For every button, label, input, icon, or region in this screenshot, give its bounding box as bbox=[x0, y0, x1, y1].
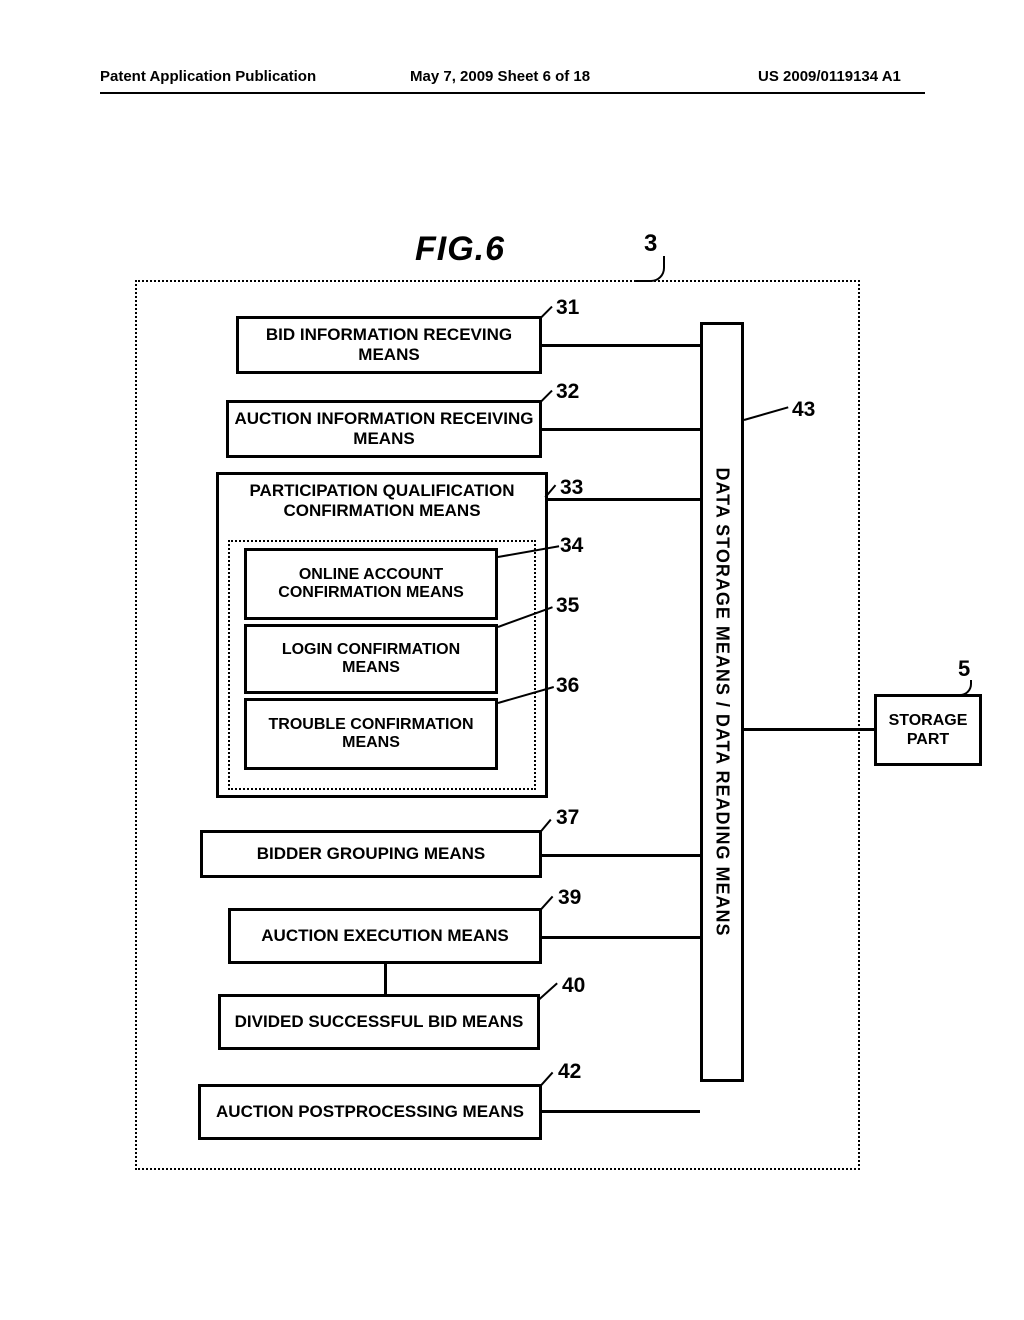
ref-label-36: 36 bbox=[556, 674, 579, 698]
auction-execution-label: AUCTION EXECUTION MEANS bbox=[261, 926, 508, 946]
ref-label-3: 3 bbox=[644, 230, 657, 258]
bid-info-receiving-label: BID INFORMATION RECEVING MEANS bbox=[243, 325, 535, 364]
bidder-grouping-label: BIDDER GROUPING MEANS bbox=[257, 844, 486, 864]
ref-label-42: 42 bbox=[558, 1060, 581, 1084]
ref-leader-3 bbox=[635, 256, 665, 282]
auction-execution-box: AUCTION EXECUTION MEANS bbox=[228, 908, 542, 964]
ref-label-34: 34 bbox=[560, 534, 583, 558]
page: Patent Application Publication May 7, 20… bbox=[0, 0, 1024, 1320]
connector-37 bbox=[542, 854, 700, 857]
connector-39-40 bbox=[384, 964, 387, 994]
ref-label-31: 31 bbox=[556, 296, 579, 320]
ref-label-39: 39 bbox=[558, 886, 581, 910]
figure-title: FIG.6 bbox=[415, 230, 505, 269]
connector-32 bbox=[542, 428, 700, 431]
auction-postprocessing-label: AUCTION POSTPROCESSING MEANS bbox=[216, 1102, 524, 1122]
connector-42 bbox=[542, 1110, 700, 1113]
storage-part-box: STORAGE PART bbox=[874, 694, 982, 766]
trouble-confirmation-label: TROUBLE CONFIRMATION MEANS bbox=[251, 716, 491, 753]
trouble-confirmation-box: TROUBLE CONFIRMATION MEANS bbox=[244, 698, 498, 770]
connector-datastore-storagepart bbox=[744, 728, 874, 731]
header-center: May 7, 2009 Sheet 6 of 18 bbox=[410, 68, 590, 85]
auction-postprocessing-box: AUCTION POSTPROCESSING MEANS bbox=[198, 1084, 542, 1140]
data-storage-means-box: DATA STORAGE MEANS / DATA READING MEANS bbox=[700, 322, 744, 1082]
online-account-confirmation-label: ONLINE ACCOUNT CONFIRMATION MEANS bbox=[251, 566, 491, 603]
ref-label-37: 37 bbox=[556, 806, 579, 830]
bidder-grouping-box: BIDDER GROUPING MEANS bbox=[200, 830, 542, 878]
divided-successful-bid-label: DIVIDED SUCCESSFUL BID MEANS bbox=[235, 1012, 524, 1032]
connector-39 bbox=[542, 936, 700, 939]
auction-info-receiving-label: AUCTION INFORMATION RECEIVING MEANS bbox=[233, 409, 535, 448]
login-confirmation-box: LOGIN CONFIRMATION MEANS bbox=[244, 624, 498, 694]
header-right: US 2009/0119134 A1 bbox=[758, 68, 901, 85]
auction-info-receiving-box: AUCTION INFORMATION RECEIVING MEANS bbox=[226, 400, 542, 458]
bid-info-receiving-box: BID INFORMATION RECEVING MEANS bbox=[236, 316, 542, 374]
connector-31 bbox=[542, 344, 700, 347]
ref-label-35: 35 bbox=[556, 594, 579, 618]
header-rule bbox=[100, 92, 925, 94]
ref-label-43: 43 bbox=[792, 398, 815, 422]
ref-label-40: 40 bbox=[562, 974, 585, 998]
data-storage-means-label: DATA STORAGE MEANS / DATA READING MEANS bbox=[712, 467, 733, 936]
ref-label-33: 33 bbox=[560, 476, 583, 500]
divided-successful-bid-box: DIVIDED SUCCESSFUL BID MEANS bbox=[218, 994, 540, 1050]
login-confirmation-label: LOGIN CONFIRMATION MEANS bbox=[251, 641, 491, 678]
online-account-confirmation-box: ONLINE ACCOUNT CONFIRMATION MEANS bbox=[244, 548, 498, 620]
header-left: Patent Application Publication bbox=[100, 68, 316, 85]
storage-part-label: STORAGE PART bbox=[877, 711, 979, 749]
ref-label-5: 5 bbox=[958, 656, 970, 682]
participation-qualification-label: PARTICIPATION QUALIFICATION CONFIRMATION… bbox=[227, 481, 537, 520]
ref-label-32: 32 bbox=[556, 380, 579, 404]
